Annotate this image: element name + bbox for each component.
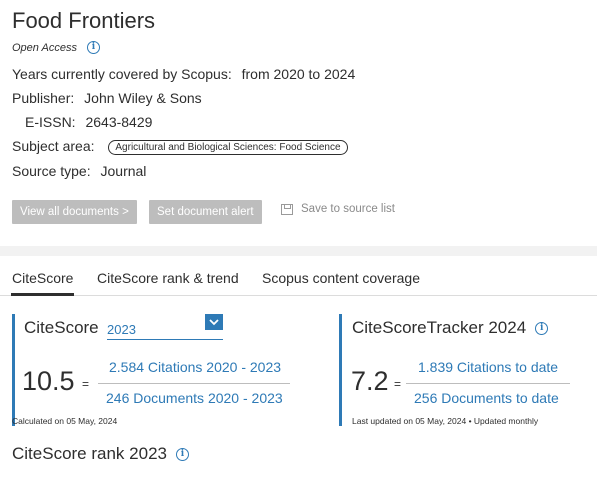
info-icon[interactable]: i [535,321,549,335]
citescore-documents-link[interactable]: 246 Documents 2020 - 2023 [106,390,283,406]
eissn-label: E-ISSN: [25,114,76,130]
citescore-calculated-note: Calculated on 05 May, 2024 [12,416,118,426]
open-access-label: Open Access [12,41,78,54]
tab-citescore[interactable]: CiteScore [10,270,75,296]
citescore-rank-title: CiteScore rank 2023 i [12,444,189,464]
tracker-documents-link[interactable]: 256 Documents to date [414,390,559,406]
source-type-value: Journal [100,163,147,179]
eissn: E-ISSN: 2643-8429 [25,114,152,130]
save-icon [281,203,293,215]
source-title: Food Frontiers [12,8,156,33]
citescore-value: 10.5 [22,366,75,396]
tracker-equals: = [394,377,402,391]
tracker-title: CiteScoreTracker 2024 i [352,318,549,338]
tracker-fraction-line [406,383,570,384]
tracker-card-accent [339,314,342,426]
years-label: Years currently covered by Scopus: [12,66,232,82]
tracker-updated-note: Last updated on 05 May, 2024 • Updated m… [352,416,539,426]
years-value: from 2020 to 2024 [241,66,356,82]
source-type: Source type: Journal [12,163,146,179]
subject-area-badge[interactable]: Agricultural and Biological Sciences: Fo… [108,140,348,155]
chevron-down-icon[interactable] [205,314,223,330]
citescore-fraction-line [98,383,290,384]
publisher-label: Publisher: [12,90,75,106]
subject-label: Subject area: [12,138,95,154]
save-list-label: Save to source list [301,203,395,215]
tab-scopus-content-coverage[interactable]: Scopus content coverage [262,270,420,286]
open-access-row: Open Access i [12,41,101,54]
section-divider [0,246,597,256]
save-to-source-list-button[interactable]: Save to source list [281,203,395,215]
set-document-alert-button[interactable]: Set document alert [149,200,262,224]
citescore-citations-link[interactable]: 2.584 Citations 2020 - 2023 [109,359,282,375]
year-select[interactable]: 2023 [107,322,223,340]
publisher-value: John Wiley & Sons [84,90,202,106]
tracker-label: CiteScoreTracker 2024 [352,318,527,337]
tab-citescore-rank-trend[interactable]: CiteScore rank & trend [97,270,239,286]
rank-label: CiteScore rank 2023 [12,444,167,463]
info-icon[interactable]: i [87,41,101,54]
tracker-citations-link[interactable]: 1.839 Citations to date [418,359,559,375]
eissn-value: 2643-8429 [85,114,153,130]
view-all-documents-button[interactable]: View all documents > [12,200,137,224]
subject-area: Subject area: Agricultural and Biologica… [12,138,348,155]
tracker-value: 7.2 [351,366,389,396]
citescore-equals: = [82,377,90,391]
citescore-label: CiteScore [24,318,99,337]
info-icon[interactable]: i [175,447,189,461]
citescore-card-accent [12,314,15,426]
publisher: Publisher: John Wiley & Sons [12,90,202,106]
years-covered: Years currently covered by Scopus: from … [12,66,355,82]
source-type-label: Source type: [12,163,91,179]
tab-bar: CiteScore CiteScore rank & trend Scopus … [0,256,597,296]
